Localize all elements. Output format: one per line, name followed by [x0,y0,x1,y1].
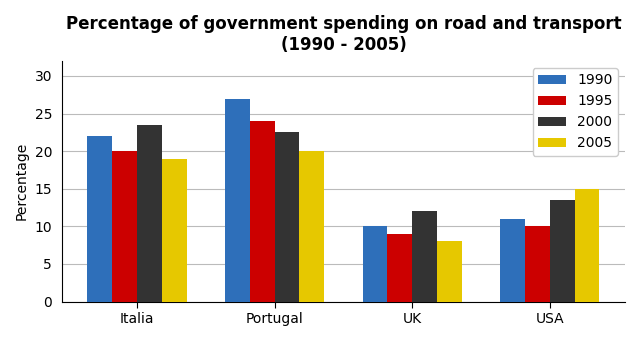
Bar [387,234,412,301]
Bar [550,200,575,301]
Title: Percentage of government spending on road and transport
(1990 - 2005): Percentage of government spending on roa… [66,15,621,54]
Bar [137,125,162,301]
Bar [363,226,387,301]
Bar [437,241,462,301]
Bar [525,226,550,301]
Bar [250,121,275,301]
Bar [500,219,525,301]
Bar [412,211,437,301]
Y-axis label: Percentage: Percentage [15,142,29,220]
Legend: 1990, 1995, 2000, 2005: 1990, 1995, 2000, 2005 [532,68,618,156]
Bar [300,151,324,301]
Bar [275,132,300,301]
Bar [88,136,112,301]
Bar [575,189,600,301]
Bar [225,99,250,301]
Bar [112,151,137,301]
Bar [162,159,187,301]
